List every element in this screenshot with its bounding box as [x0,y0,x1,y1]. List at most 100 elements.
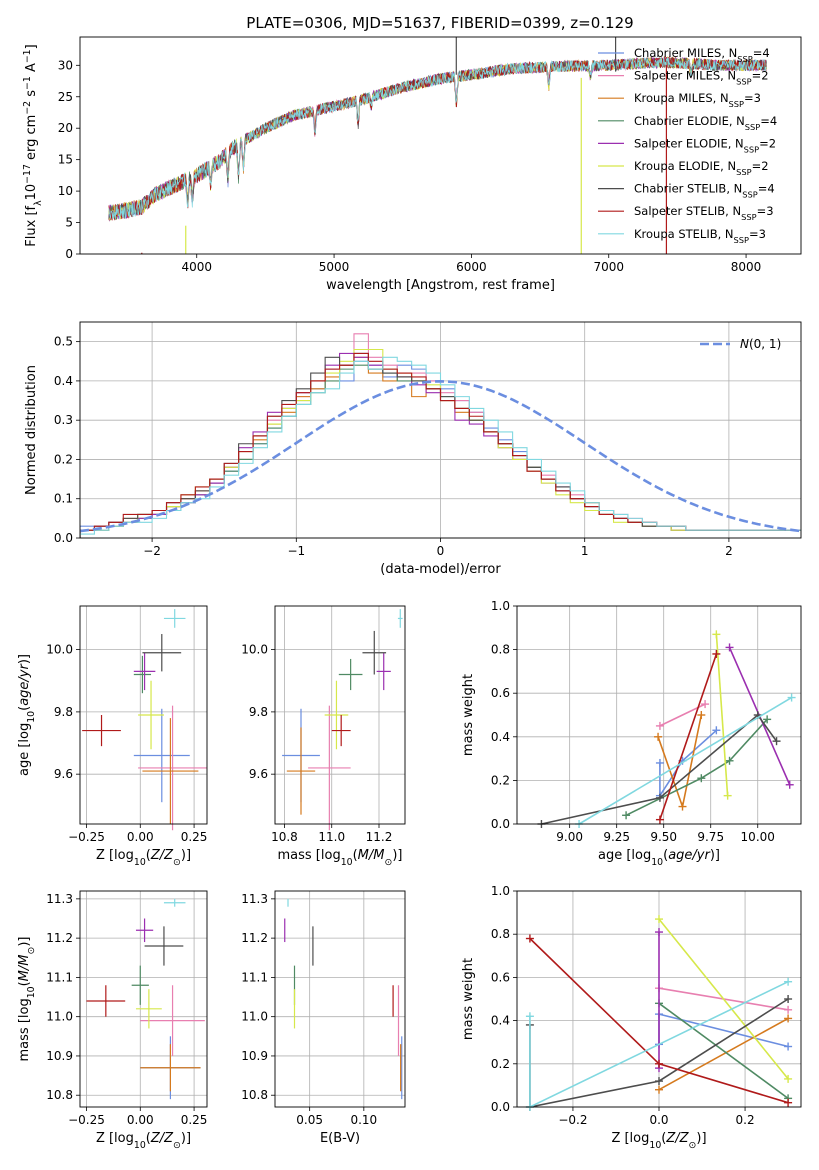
axes-frame [274,890,406,1108]
weight-marker [655,1077,663,1086]
y-tick-label: 25 [58,90,73,104]
weight-marker [763,715,772,724]
label-part: Normed distribution [24,365,39,495]
mass-vs-metallicity-panel: −0.25 0.00 0.25 10.8 10.9 11.0 11.1 11.2 11.3 Z [… [17,890,208,1151]
mass-vs-ebv-panel: 0.05 0.10 10.8 10.9 11.0 11.1 11.2 11.3 E(B-V) [241,890,406,1146]
label-part: SSP [736,167,751,177]
y-tick-label: 0.8 [491,643,510,657]
legend-label: Chabrier STELIB, NSSP=4 [634,182,775,200]
y-tick-label: 0.2 [491,1057,510,1071]
label-part: =3 [744,91,761,105]
label-part: ⊙ [384,857,392,868]
label-part: ] [24,44,39,49]
y-tick-label: 11.1 [46,970,73,984]
weight-marker [655,928,663,937]
errorbar-point-kroupa-elodie [138,680,164,750]
label-part: age [log [598,848,651,863]
x-tick-label: 0.05 [296,1113,323,1127]
weight-marker [655,915,663,924]
weight-marker [784,1005,793,1014]
label-part: Kroupa STELIB, N [634,227,734,241]
label-part: SSP [729,99,744,109]
label-part: SSP [736,77,751,87]
legend-label: Chabrier MILES, NSSP=4 [634,46,770,64]
label-part: M/M [358,848,385,863]
weight-marker [723,791,732,800]
label-part: s [24,90,39,101]
label-part: )] [181,848,191,863]
label-part: =4 [760,114,777,128]
label-part: SSP [744,144,759,154]
weight-marker [697,711,706,719]
weight-line-chabrier-elodie [658,1002,789,1100]
weight-marker [784,977,793,986]
x-tick-label: −2 [143,544,161,558]
weight-line-chabrier-miles [658,1013,789,1048]
errorbar-point-kroupa-miles [140,1044,201,1092]
y-tick-label: 10.8 [241,1088,268,1102]
x-tick-label: 11.0 [318,830,345,844]
x-tick-label: 0.00 [127,830,154,844]
y-tick-label: 0.4 [491,1014,510,1028]
age-vs-mass-panel: 10.8 11.0 11.2 9.6 9.8 10.0 mass [log10(M/M⊙)] [241,605,406,868]
label-part: =2 [752,69,769,83]
weight-marker [654,732,663,741]
x-tick-label: 2 [725,544,733,558]
grid-lines [80,891,207,1107]
x-tick-label: 10.00 [741,830,775,844]
label-part: N [740,337,749,351]
label-part: )] [181,1131,191,1146]
residual-histogram-panel: −2 −1 0 1 2 0.0 0.1 0.2 0.3 0.4 0.5 (data-model)/er… [24,321,802,577]
y-tick-label: 10.8 [46,1088,73,1102]
errorbar-point-kroupa-elodie [324,680,349,750]
y-tick-label: 10.0 [241,643,268,657]
label-part: =2 [752,159,769,173]
weight-line-salpeter-stelib [659,653,718,820]
grid-lines [80,322,801,539]
label-part: 10 [26,711,37,723]
legend-label: N(0, 1) [740,337,781,351]
x-tick-label: 11.2 [366,830,393,844]
figure-title: PLATE=0306, MJD=51637, FIBERID=0399, z=0… [246,14,633,32]
x-tick-label: 9.75 [697,830,724,844]
weight-marker [701,700,710,709]
label-part: ⊙ [173,1140,181,1151]
weight-marker [655,793,664,802]
y-tick-label: 0.1 [54,492,73,506]
y-tick-label: 0.0 [491,1100,510,1114]
weight-marker [622,811,631,820]
weight-marker [772,737,781,746]
y-tick-label: 0.4 [491,730,510,744]
x-tick-label: 0.10 [350,1113,377,1127]
errorbar-point-salpeter-elodie [135,918,154,943]
label-part: (0, 1) [749,337,781,351]
spectrum-panel: 4000 5000 6000 7000 8000 0 5 10 15 20 25 30 waveleng… [22,36,802,293]
weight-marker [712,630,721,639]
axes-frame [79,605,208,825]
label-part: age [log [17,723,32,776]
errorbar-point-chabrier-elodie [338,658,363,691]
label-part: ( [17,706,32,711]
label-part: −2 [22,101,33,115]
y-tick-label: 0.0 [54,531,73,545]
label-part: )] [392,848,402,863]
x-tick-label: −0.25 [68,1113,105,1127]
grid-lines [275,891,405,1107]
errorbar-point-salpeter-miles [140,985,205,1056]
y-tick-label: 0.2 [491,773,510,787]
x-tick-label: −0.25 [68,830,105,844]
axes-frame [79,890,208,1108]
label-part: wavelength [Angstrom, rest frame] [326,278,555,293]
label-part: 10 [134,857,146,868]
y-tick-label: 0.5 [54,335,73,349]
x-axis-label: age [log10(age/yr)] [598,848,720,868]
axes-frame [274,605,406,825]
errorbar-point-chabrier-miles [133,708,190,803]
y-tick-label: 10 [58,184,73,198]
weight-marker [525,1012,534,1021]
errorbar-point-kroupa-stelib [163,898,186,907]
label-part: mass [log [278,848,341,863]
x-tick-label: 9.25 [603,830,630,844]
x-axis-label: Z [log10(Z/Z⊙)] [96,1131,191,1151]
label-part: )] [17,654,32,664]
